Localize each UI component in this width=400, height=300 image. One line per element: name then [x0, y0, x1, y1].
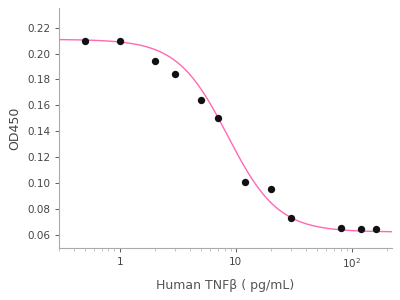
Point: [152, 59, 158, 64]
Point: [82, 38, 88, 43]
Point: [172, 72, 178, 77]
Point: [116, 38, 123, 43]
Point: [288, 215, 294, 220]
Point: [268, 187, 274, 192]
Point: [358, 227, 364, 232]
Point: [215, 116, 221, 121]
Point: [372, 227, 379, 232]
Y-axis label: OD450: OD450: [8, 106, 21, 150]
Point: [242, 179, 248, 184]
Point: [198, 98, 204, 103]
X-axis label: Human TNFβ ( pg/mL): Human TNFβ ( pg/mL): [156, 279, 294, 292]
Point: [338, 226, 344, 230]
